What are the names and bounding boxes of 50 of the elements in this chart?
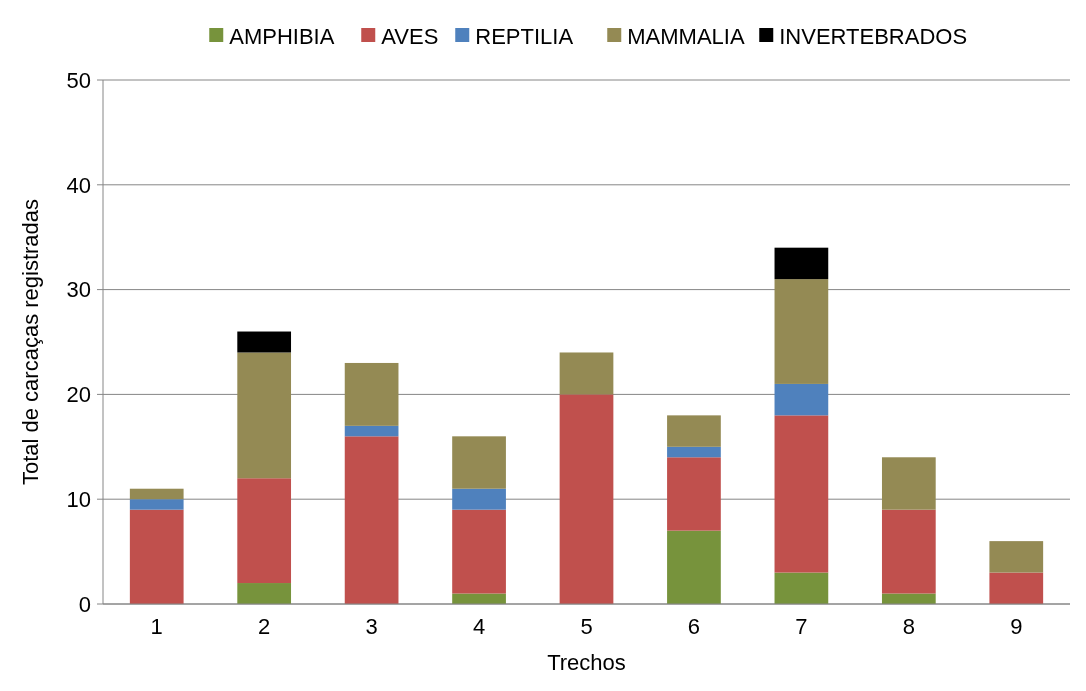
bar [881, 457, 936, 510]
legend-label: MAMMALIA [627, 23, 745, 49]
bar [989, 572, 1044, 604]
bar [452, 509, 506, 594]
bar [237, 352, 292, 479]
x-tick-label: 2 [258, 614, 271, 639]
bar [774, 279, 829, 384]
bar [344, 436, 399, 604]
bar [237, 583, 292, 604]
y-tick-label: 40 [66, 172, 91, 198]
bar [237, 478, 292, 584]
y-tick-label: 50 [66, 67, 91, 93]
x-tick-label: 1 [150, 614, 163, 639]
bar [129, 488, 184, 500]
bar [774, 572, 829, 604]
bar [452, 436, 506, 489]
x-tick-label: 8 [902, 614, 915, 639]
bar [774, 415, 829, 573]
y-axis-title: Total de carcaças registradas [18, 198, 43, 486]
bar [774, 383, 829, 416]
bar [774, 247, 829, 280]
bar [667, 457, 721, 531]
x-tick-label: 6 [687, 614, 701, 639]
bar [667, 446, 721, 458]
x-tick-label: 9 [1010, 614, 1023, 639]
y-tick-label: 30 [66, 277, 91, 303]
bar [344, 362, 399, 426]
y-tick-label: 10 [66, 486, 91, 512]
legend-label: AMPHIBIA [229, 23, 335, 49]
y-tick-label: 20 [66, 382, 91, 408]
legend-label: INVERTEBRADOS [779, 23, 968, 49]
bar [129, 499, 184, 510]
bar [237, 331, 292, 353]
y-tick-label: 0 [78, 591, 91, 617]
bar [559, 394, 614, 604]
x-axis-title: Trechos [547, 650, 626, 675]
bar [344, 425, 399, 437]
bar [881, 509, 936, 594]
x-tick-label: 7 [795, 614, 808, 639]
bar [989, 541, 1044, 573]
bar [559, 352, 614, 395]
bar [452, 488, 506, 510]
x-tick-label: 4 [472, 614, 486, 639]
legend-label: REPTILIA [475, 23, 574, 49]
bar [667, 530, 721, 604]
bar [129, 509, 184, 604]
x-tick-label: 3 [365, 614, 378, 639]
bar [667, 415, 721, 447]
legend-label: AVES [381, 23, 439, 49]
x-tick-label: 5 [580, 614, 593, 639]
